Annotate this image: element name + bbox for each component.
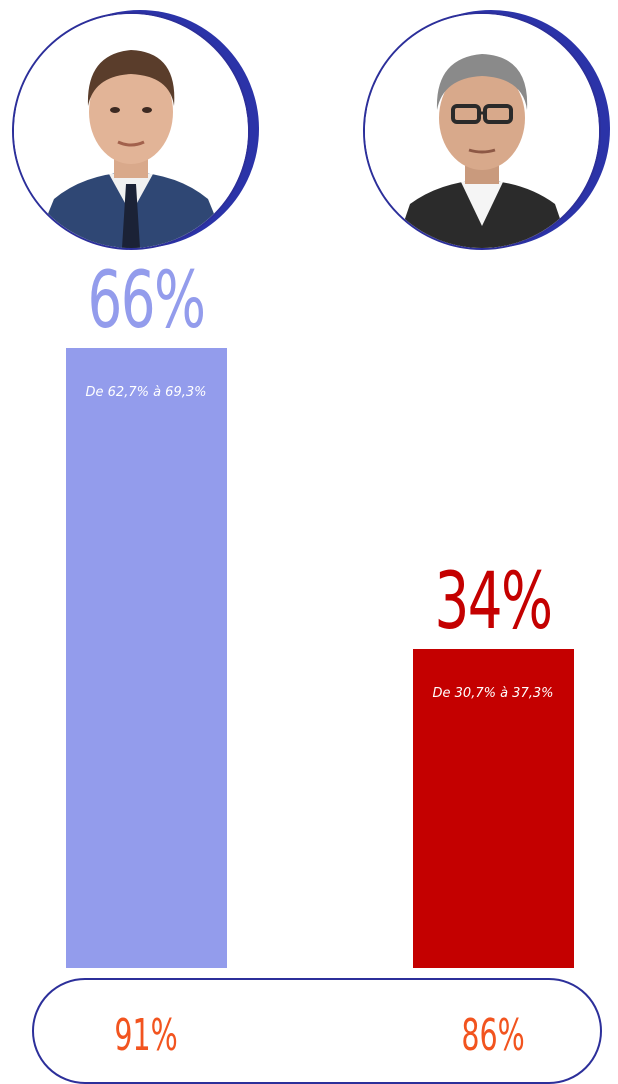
- confidence-range-label: De 30,7% à 37,3%: [432, 686, 554, 701]
- candidate-1-portrait-icon: [12, 12, 250, 250]
- candidate-2-portrait-icon: [363, 12, 601, 250]
- bar-value-label: 66%: [87, 256, 207, 346]
- bar: [412, 649, 574, 968]
- footer-value-label: 86%: [461, 1010, 525, 1061]
- footer-value-label: 91%: [114, 1010, 178, 1061]
- bar-value-label: 34%: [434, 557, 554, 647]
- bar: [65, 348, 227, 968]
- confidence-range-label: De 62,7% à 69,3%: [85, 385, 207, 400]
